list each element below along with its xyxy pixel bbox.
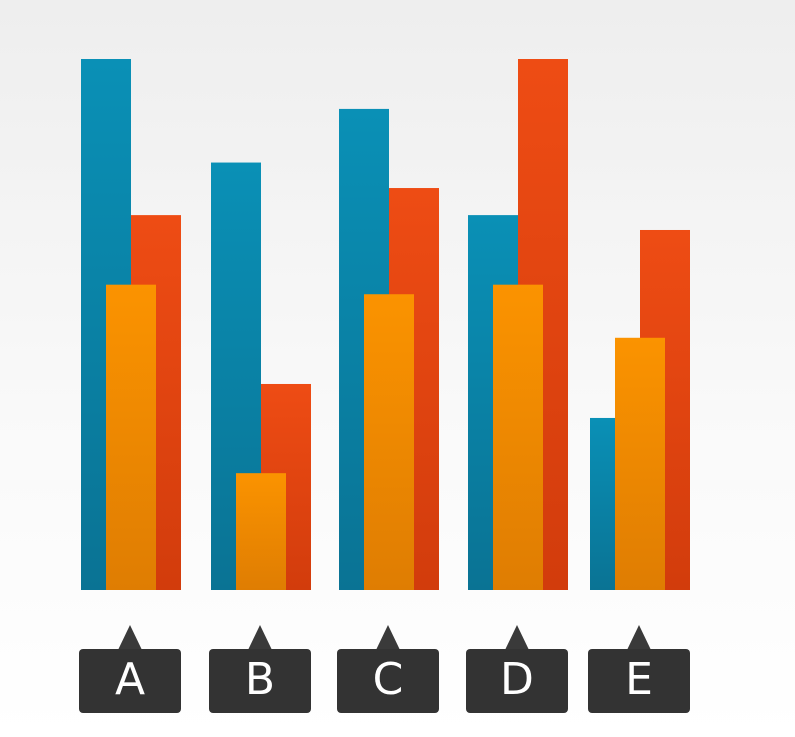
- category-tag-b: B: [209, 625, 311, 713]
- category-labels-layer: A B C D E: [79, 625, 690, 713]
- bar-series-3-b: [236, 473, 286, 590]
- tag-pointer: [118, 625, 142, 650]
- category-label: C: [373, 654, 404, 705]
- category-tag-e: E: [588, 625, 690, 713]
- bar-series-3-d: [493, 284, 543, 590]
- tag-pointer: [248, 625, 272, 650]
- bar-series-3-e: [615, 337, 665, 590]
- tag-box: [209, 649, 311, 713]
- bar-series-3-c: [364, 294, 414, 590]
- category-label: D: [500, 654, 534, 705]
- tag-pointer: [627, 625, 651, 650]
- tag-box: [79, 649, 181, 713]
- tag-pointer: [376, 625, 400, 650]
- category-label: B: [245, 654, 275, 705]
- category-tag-a: A: [79, 625, 181, 713]
- category-tag-c: C: [337, 625, 439, 713]
- tag-pointer: [505, 625, 529, 650]
- category-label: A: [115, 654, 145, 705]
- tag-box: [337, 649, 439, 713]
- bar-series-3-a: [106, 284, 156, 590]
- tag-box: [588, 649, 690, 713]
- bars-layer: [81, 59, 690, 591]
- category-label: E: [625, 654, 653, 705]
- tag-box: [466, 649, 568, 713]
- category-tag-d: D: [466, 625, 568, 713]
